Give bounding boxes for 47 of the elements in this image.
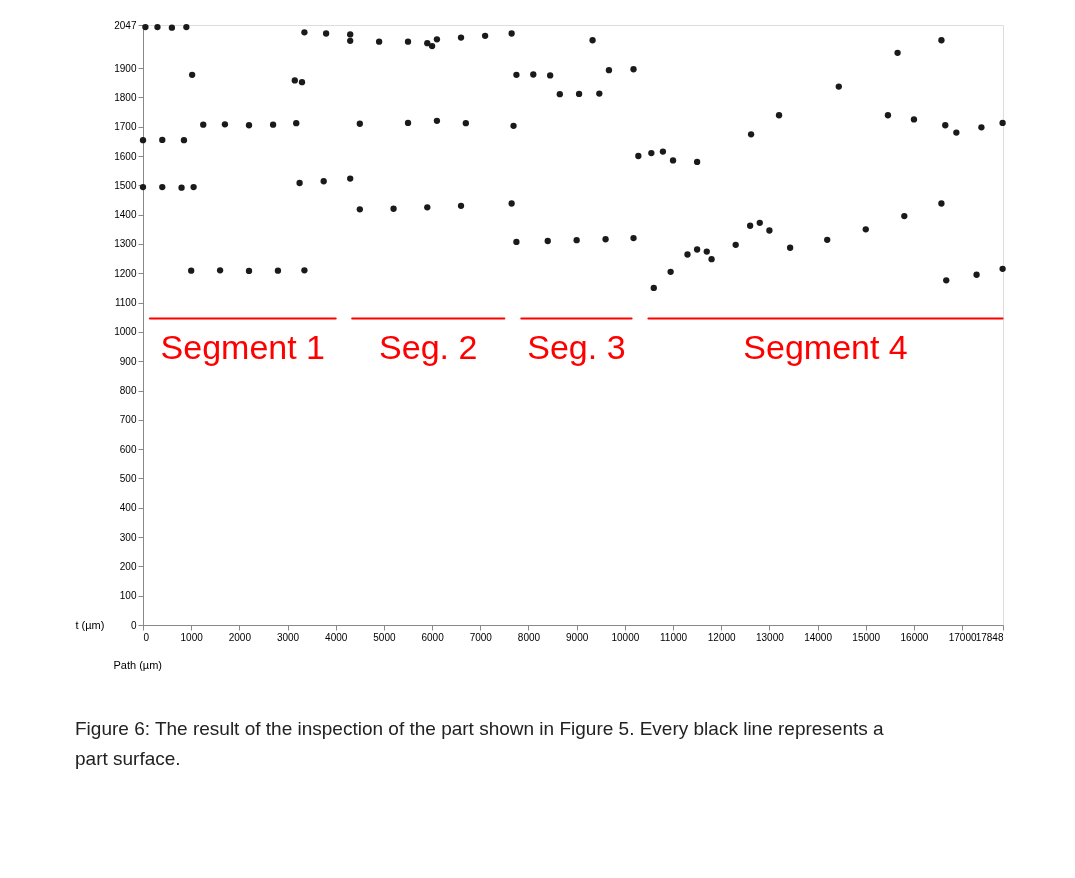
y-tick-label: 100 (119, 590, 137, 602)
x-tick-label: 6000 (421, 631, 445, 643)
annotation: Seg. 3 (527, 328, 626, 367)
x-tick-label: 1000 (180, 631, 204, 643)
x-tick-label: 9000 (566, 631, 589, 643)
y-tick-label: 900 (119, 355, 137, 367)
y-tick-label: 1600 (114, 150, 137, 162)
y-tick-label: 1700 (114, 121, 137, 133)
x-tick-label: 0 (143, 631, 150, 643)
x-tick-label: 7000 (469, 631, 493, 643)
x-tick-label: 3000 (276, 631, 300, 643)
y-axis-title: t (µm) (75, 618, 105, 631)
x-tick-label: 10000 (611, 631, 640, 643)
y-tick-label: 1800 (114, 91, 137, 103)
x-tick-label: 2000 (228, 631, 252, 643)
x-tick-label: 16000 (900, 631, 929, 643)
x-tick-label: 17000 (948, 631, 977, 643)
y-tick-label: 1900 (114, 62, 137, 74)
y-tick-label: 400 (119, 502, 137, 514)
annotation: Seg. 2 (379, 328, 478, 367)
y-tick-label: 1300 (114, 238, 137, 250)
y-tick-label: 300 (119, 531, 137, 543)
annotation: Segment 1 (160, 328, 326, 367)
x-axis-title: Path (µm) (113, 658, 163, 671)
y-tick-label: 1400 (114, 209, 137, 221)
y-tick-label: 200 (119, 560, 137, 572)
x-tick-label: 13000 (755, 631, 785, 643)
y-tick-label: 1500 (114, 179, 137, 191)
y-tick-label: 1000 (114, 326, 137, 338)
x-tick-label: 8000 (517, 631, 541, 643)
y-tick-label: 800 (119, 385, 137, 397)
y-tick-label: 0 (130, 619, 137, 631)
x-tick-label: 14000 (804, 631, 833, 643)
x-tick-label: 15000 (852, 631, 881, 643)
y-tick-label: 2047 (114, 19, 137, 31)
x-tick-label: 4000 (325, 631, 348, 643)
x-tick-label: 5000 (373, 631, 396, 643)
x-tick-label: 17848 (975, 631, 1004, 643)
y-tick-label: 600 (119, 443, 137, 455)
y-tick-label: 700 (119, 414, 137, 426)
y-tick-label: 1100 (114, 297, 137, 309)
y-tick-label: 500 (119, 472, 137, 484)
caption: Figure 6: The result of the inspection of the part shown in Figure 5. Every black line represents a part surface. (75, 718, 885, 769)
annotation: Segment 4 (743, 328, 908, 367)
y-tick-label: 1200 (114, 267, 137, 279)
x-tick-label: 12000 (707, 631, 737, 643)
x-tick-label: 11000 (659, 631, 688, 643)
